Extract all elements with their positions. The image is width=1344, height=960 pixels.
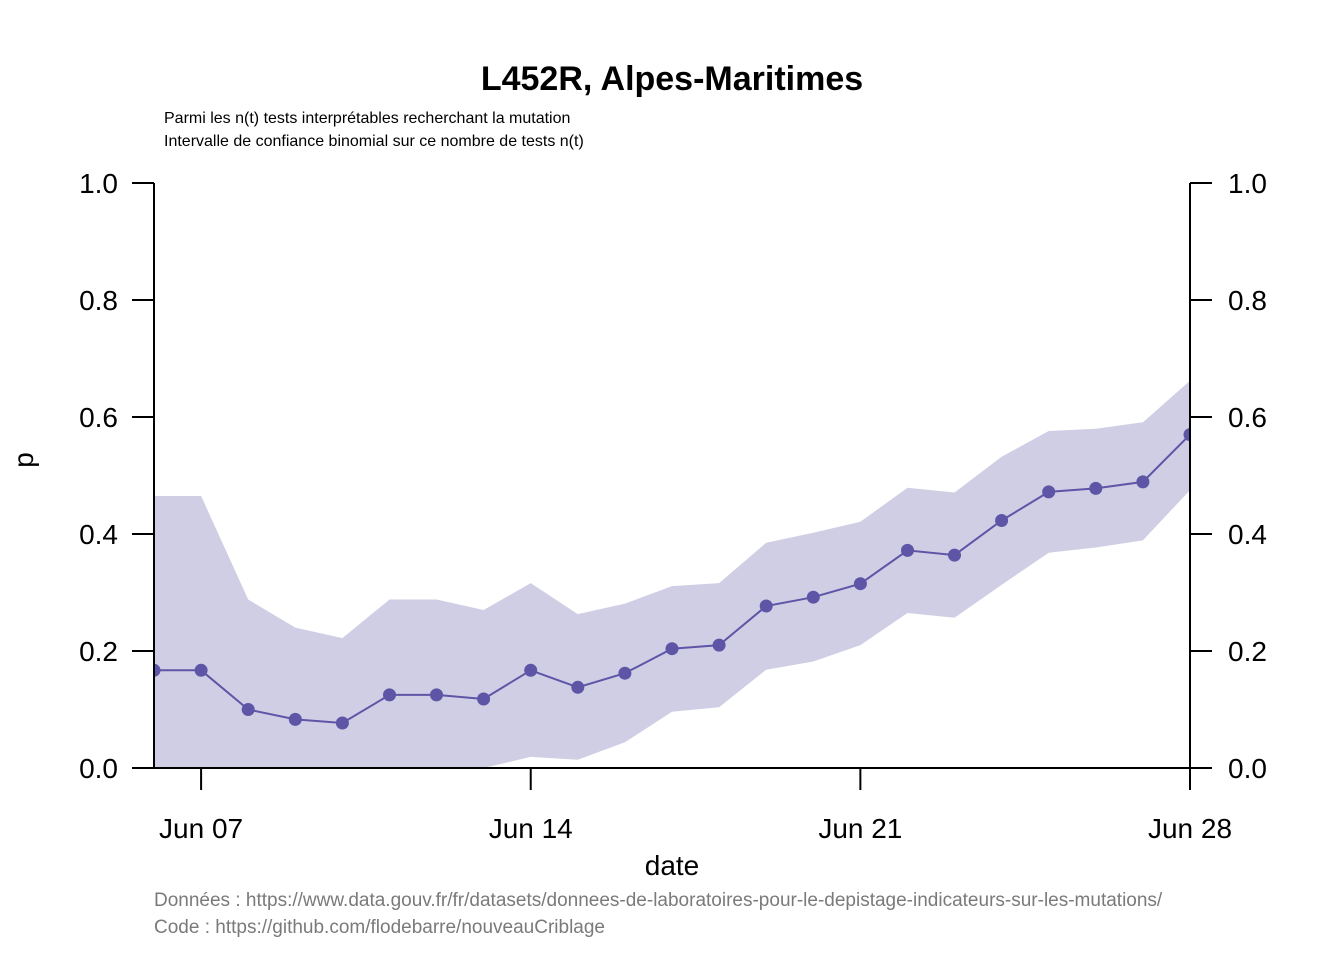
right-y-tick-label: 1.0 [1228, 168, 1267, 199]
data-point [1089, 481, 1103, 495]
data-point [154, 663, 161, 677]
chart-subtitle-line-2: Intervalle de confiance binomial sur ce … [164, 133, 584, 150]
x-tick-label: Jun 21 [818, 813, 902, 844]
data-point [853, 577, 867, 591]
data-point [901, 543, 914, 557]
data-point [194, 663, 208, 677]
plot-area [154, 380, 1190, 768]
data-point [288, 712, 302, 726]
chart-subtitle-line-1: Parmi les n(t) tests interprétables rech… [164, 110, 570, 127]
data-point [335, 716, 349, 730]
data-point [1136, 475, 1150, 489]
left-y-tick-label: 0.6 [79, 402, 118, 433]
data-point [524, 663, 538, 677]
left-y-tick-label: 0.4 [79, 519, 118, 550]
data-point [618, 666, 632, 680]
data-point [1042, 485, 1056, 499]
data-point [948, 548, 961, 562]
data-point [383, 688, 396, 702]
data-point [759, 599, 773, 613]
data-point [571, 680, 585, 694]
left-y-tick-label: 0.8 [79, 285, 118, 316]
data-point [241, 703, 255, 716]
data-point [806, 590, 820, 604]
confidence-band [154, 380, 1190, 768]
data-point [712, 638, 726, 652]
data-point [995, 514, 1009, 527]
right-y-tick-label: 0.6 [1228, 402, 1267, 433]
data-point [665, 642, 679, 656]
x-tick-label: Jun 14 [489, 813, 573, 844]
data-point [477, 692, 491, 706]
right-y-tick-label: 0.0 [1228, 753, 1267, 784]
y-axis-title: p [8, 452, 39, 468]
chart-title: L452R, Alpes-Maritimes [481, 60, 863, 98]
right-y-tick-label: 0.4 [1228, 519, 1267, 550]
x-axis-title: date [645, 850, 700, 881]
left-y-tick-label: 0.2 [79, 636, 118, 667]
plot-clip-group [154, 380, 1190, 768]
left-y-tick-label: 0.0 [79, 753, 118, 784]
right-y-tick-label: 0.2 [1228, 636, 1267, 667]
data-point [1183, 428, 1190, 442]
x-tick-label: Jun 07 [159, 813, 243, 844]
data-point [430, 688, 443, 702]
x-tick-label: Jun 28 [1148, 813, 1232, 844]
code-source-caption: Code : https://github.com/flodebarre/nou… [154, 917, 605, 938]
data-source-caption: Données : https://www.data.gouv.fr/fr/da… [154, 890, 1163, 911]
right-y-tick-label: 0.8 [1228, 285, 1267, 316]
axes: 0.0 0.0 0.2 0.2 0.4 0.4 0.6 0.6 0.8 0.8 1.0 1.0 Jun … [79, 168, 1267, 844]
left-y-tick-label: 1.0 [79, 168, 118, 199]
